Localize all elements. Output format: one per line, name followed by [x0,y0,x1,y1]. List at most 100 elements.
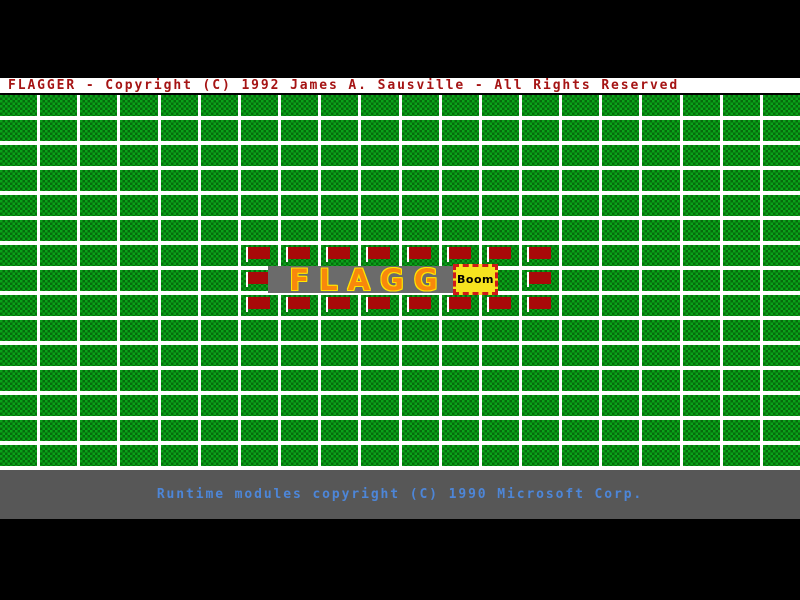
board-tile[interactable] [401,195,439,216]
board-tile[interactable] [80,270,118,291]
board-tile[interactable] [160,170,198,191]
board-tile[interactable] [120,220,158,241]
board-tile[interactable] [481,245,519,266]
board-tile[interactable] [642,270,680,291]
board-tile[interactable] [160,345,198,366]
board-tile[interactable] [361,420,399,441]
board-tile[interactable] [160,95,198,116]
board-tile[interactable] [602,295,640,316]
board-tile[interactable] [240,295,279,316]
board-tile[interactable] [80,370,118,391]
board-tile[interactable] [80,345,118,366]
board-tile[interactable] [682,345,720,366]
board-tile[interactable] [200,170,238,191]
board-tile[interactable] [281,145,319,166]
board-tile[interactable] [602,220,640,241]
board-tile[interactable] [562,320,600,341]
board-tile[interactable] [281,220,319,241]
board-tile[interactable] [361,445,399,466]
board-tile[interactable] [562,445,600,466]
board-tile[interactable] [642,320,680,341]
board-tile[interactable] [722,120,760,141]
board-tile[interactable] [722,170,760,191]
board-tile[interactable] [642,170,680,191]
board-tile[interactable] [40,295,78,316]
board-tile[interactable] [401,245,439,266]
board-tile[interactable] [722,345,760,366]
board-tile[interactable] [281,195,319,216]
board-tile[interactable] [602,245,640,266]
board-tile[interactable] [682,120,720,141]
board-tile[interactable] [682,420,720,441]
board-tile[interactable] [361,145,399,166]
board-tile[interactable] [521,420,560,441]
board-tile[interactable] [481,295,519,316]
board-tile[interactable] [441,345,479,366]
board-tile[interactable] [441,170,479,191]
board-tile[interactable] [682,270,720,291]
board-tile[interactable] [160,120,198,141]
board-tile[interactable] [80,395,118,416]
board-tile[interactable] [80,445,118,466]
board-tile[interactable] [0,395,38,416]
board-tile[interactable] [441,370,479,391]
board-tile[interactable] [642,245,680,266]
board-tile[interactable] [401,145,439,166]
board-tile[interactable] [0,270,38,291]
board-tile[interactable] [160,420,198,441]
board-tile[interactable] [200,120,238,141]
board-tile[interactable] [281,445,319,466]
board-tile[interactable] [521,295,560,316]
board-tile[interactable] [120,145,158,166]
board-tile[interactable] [722,420,760,441]
board-tile[interactable] [441,145,479,166]
board-tile[interactable] [401,345,439,366]
board-tile[interactable] [0,120,38,141]
board-tile[interactable] [120,370,158,391]
board-tile[interactable] [642,370,680,391]
board-tile[interactable] [602,95,640,116]
board-tile[interactable] [0,145,38,166]
board-tile[interactable] [762,370,800,391]
board-tile[interactable] [200,395,238,416]
board-tile[interactable] [722,270,760,291]
board-tile[interactable] [80,95,118,116]
board-tile[interactable] [642,295,680,316]
board-tile[interactable] [562,145,600,166]
board-tile[interactable] [521,345,560,366]
board-tile[interactable] [160,445,198,466]
board-tile[interactable] [762,320,800,341]
board-tile[interactable] [562,270,600,291]
board-tile[interactable] [602,145,640,166]
board-tile[interactable] [120,320,158,341]
board-tile[interactable] [120,395,158,416]
board-tile[interactable] [401,95,439,116]
board-tile[interactable] [521,370,560,391]
board-tile[interactable] [521,270,560,291]
board-tile[interactable] [562,295,600,316]
board-tile[interactable] [441,195,479,216]
board-tile[interactable] [682,195,720,216]
board-tile[interactable] [401,120,439,141]
board-tile[interactable] [321,345,359,366]
board-tile[interactable] [602,345,640,366]
board-tile[interactable] [762,195,800,216]
board-tile[interactable] [521,220,560,241]
board-tile[interactable] [200,320,238,341]
board-tile[interactable] [401,370,439,391]
board-tile[interactable] [481,95,519,116]
board-tile[interactable] [240,170,279,191]
board-tile[interactable] [281,420,319,441]
board-tile[interactable] [40,320,78,341]
board-tile[interactable] [401,445,439,466]
board-tile[interactable] [160,395,198,416]
board-tile[interactable] [441,95,479,116]
board-tile[interactable] [682,220,720,241]
board-tile[interactable] [521,145,560,166]
board-tile[interactable] [200,295,238,316]
board-tile[interactable] [281,320,319,341]
board-tile[interactable] [281,95,319,116]
board-tile[interactable] [521,445,560,466]
board-tile[interactable] [120,420,158,441]
board-tile[interactable] [441,420,479,441]
